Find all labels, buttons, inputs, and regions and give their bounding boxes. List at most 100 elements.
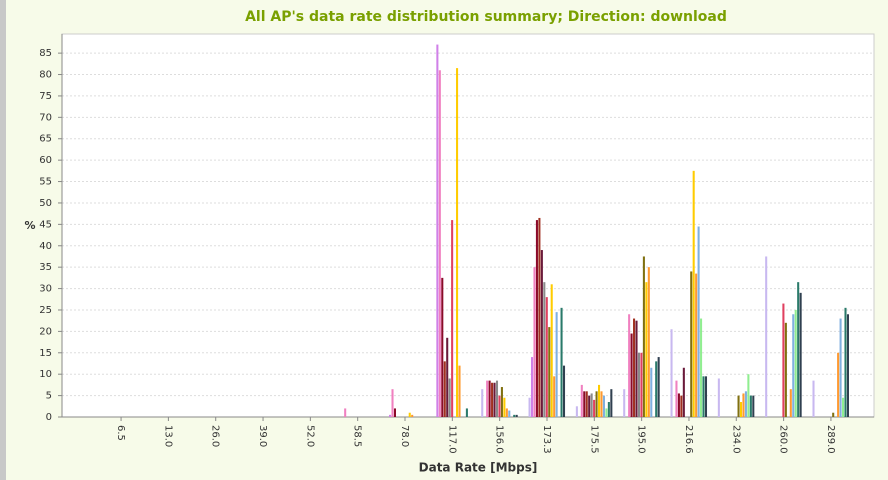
x-tick-label: 13.0 <box>162 425 173 447</box>
bar <box>635 320 638 417</box>
y-tick-label: 45 <box>39 219 52 230</box>
bar <box>528 397 531 417</box>
bar <box>508 410 511 417</box>
bar <box>677 393 680 417</box>
x-tick-label: 117.0 <box>446 425 457 454</box>
bar <box>446 337 449 417</box>
y-tick-label: 50 <box>39 198 52 209</box>
bar <box>692 170 695 417</box>
bar <box>515 414 518 417</box>
x-tick-label: 78.0 <box>399 425 410 447</box>
bar <box>640 352 643 417</box>
bar <box>530 357 534 417</box>
bar <box>704 376 708 417</box>
bar <box>647 267 650 417</box>
bar <box>555 312 558 417</box>
x-tick-label: 6.5 <box>115 425 126 441</box>
bar <box>493 382 496 417</box>
bar <box>481 389 484 417</box>
y-tick-label: 0 <box>46 412 52 423</box>
bar <box>792 314 795 417</box>
bar <box>389 414 392 417</box>
bar <box>737 395 740 417</box>
bar <box>628 314 631 417</box>
bar <box>607 402 610 417</box>
bar <box>488 380 491 417</box>
bar <box>588 395 591 417</box>
y-tick-label: 20 <box>39 326 52 337</box>
bar <box>600 391 603 417</box>
bar <box>717 378 720 417</box>
bar <box>548 327 551 417</box>
x-tick-label: 39.0 <box>257 425 268 447</box>
bar <box>441 277 444 417</box>
bar <box>697 226 700 417</box>
y-tick-label: 25 <box>39 305 52 316</box>
bar <box>605 408 608 417</box>
bar <box>742 393 745 417</box>
bar <box>789 389 792 417</box>
bar <box>543 282 546 417</box>
bar <box>580 384 583 417</box>
bar <box>747 374 750 417</box>
bar <box>832 412 835 417</box>
x-tick-label: 156.0 <box>494 425 505 454</box>
x-tick-label: 234.0 <box>730 425 741 454</box>
bar <box>443 361 446 417</box>
bar <box>610 389 613 417</box>
bar <box>438 70 441 417</box>
bar <box>680 395 683 417</box>
bar <box>533 267 536 417</box>
bar <box>844 307 847 417</box>
bar <box>575 406 578 417</box>
y-tick-label: 80 <box>39 70 52 81</box>
bar <box>550 284 553 417</box>
bar <box>583 391 586 417</box>
y-tick-label: 40 <box>39 241 52 252</box>
bar <box>436 44 439 417</box>
bar <box>839 318 842 417</box>
bar <box>794 309 797 417</box>
bar <box>408 412 411 417</box>
y-tick-label: 10 <box>39 369 52 380</box>
x-tick-label: 52.0 <box>304 425 315 447</box>
y-tick-label: 85 <box>39 48 52 59</box>
plot-area <box>61 33 875 418</box>
bar <box>655 361 658 417</box>
bar <box>602 395 605 417</box>
x-tick-label: 260.0 <box>778 425 789 454</box>
bar <box>784 322 787 417</box>
bar <box>503 397 506 417</box>
bar <box>590 393 593 417</box>
bar <box>451 220 454 417</box>
y-tick-label: 70 <box>39 112 52 123</box>
bar <box>495 380 499 417</box>
bar <box>538 217 541 417</box>
bar <box>782 303 785 417</box>
bar <box>846 314 849 417</box>
bar <box>505 408 508 417</box>
bar <box>545 297 548 417</box>
bar <box>486 380 489 417</box>
x-tick-label: 26.0 <box>210 425 221 447</box>
bar <box>670 329 673 417</box>
bar <box>695 273 698 417</box>
bar <box>593 399 596 417</box>
bar <box>500 387 503 417</box>
bar <box>842 397 845 417</box>
x-axis-label: Data Rate [Mbps] <box>419 461 538 475</box>
bar <box>391 389 394 417</box>
bar <box>623 389 626 417</box>
bar <box>799 292 802 417</box>
bar <box>744 391 747 417</box>
y-tick-label: 55 <box>39 177 52 188</box>
bar <box>393 408 396 417</box>
bar <box>553 376 556 417</box>
bar <box>560 307 563 417</box>
x-tick-label: 216.6 <box>683 425 694 454</box>
bar <box>465 408 468 417</box>
bar <box>682 367 685 417</box>
bar <box>642 256 645 417</box>
